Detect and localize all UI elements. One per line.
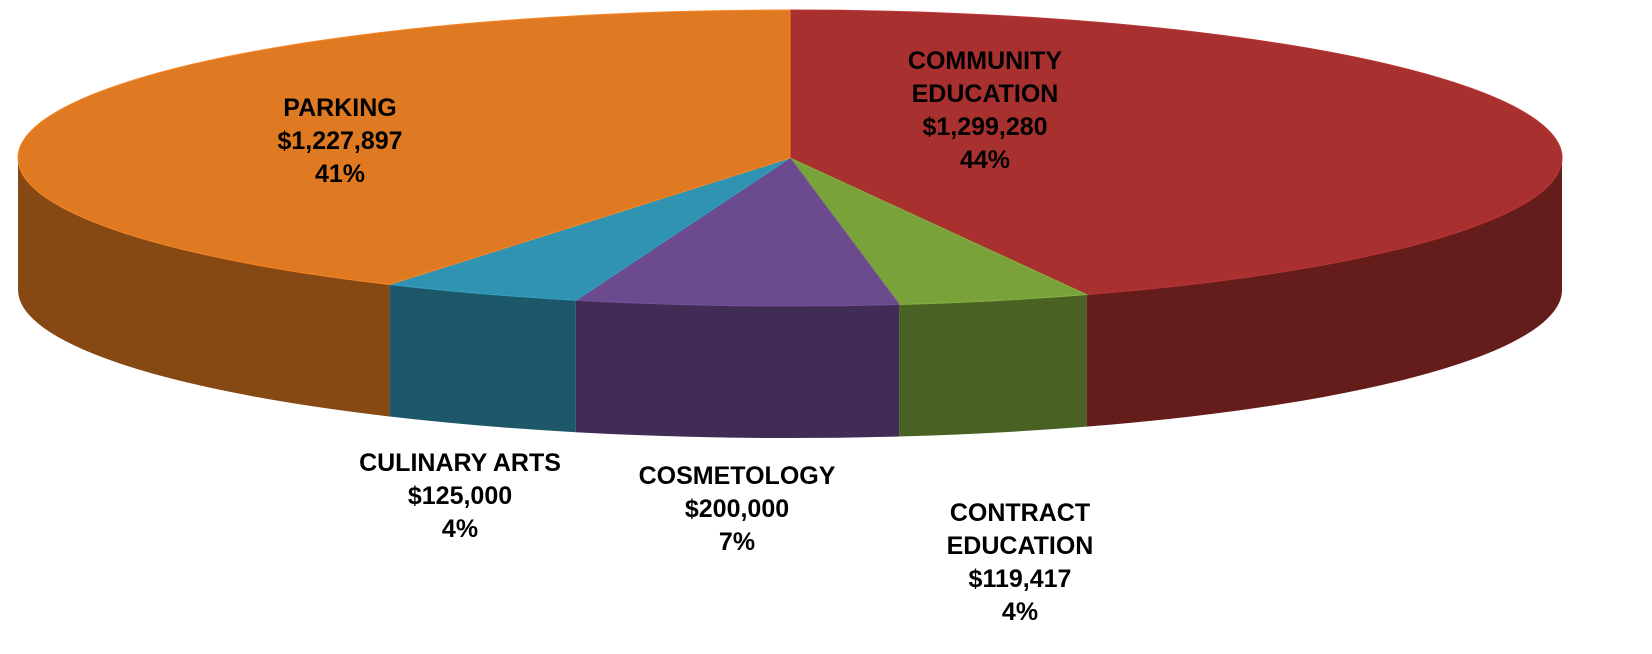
label-name: CONTRACT EDUCATION [946,499,1094,560]
label-name: PARKING [283,94,397,122]
data-label: CULINARY ARTS $125,000 4% [310,447,610,546]
label-percent: 4% [441,515,479,543]
label-name: COMMUNITY EDUCATION [907,47,1063,108]
label-percent: 7% [718,528,756,556]
slice-side [1086,158,1562,427]
slice [389,157,791,301]
label-value: $125,000 [407,482,513,510]
slice [17,9,791,286]
label-value: $1,227,897 [277,127,403,155]
label-value: $200,000 [684,495,790,523]
label-percent: 41% [314,160,366,188]
slice-side [575,300,900,438]
label-value: $1,299,280 [922,113,1048,141]
label-percent: 44% [959,146,1011,174]
label-value: $119,417 [968,565,1072,593]
data-label: COMMUNITY EDUCATION $1,299,280 44% [855,45,1115,177]
slice-side [899,294,1087,437]
slice-side [389,284,576,433]
label-name: COSMETOLOGY [638,462,836,490]
label-name: CULINARY ARTS [359,449,561,477]
slice [789,157,1089,306]
label-percent: 4% [1001,598,1039,626]
slice [789,9,1563,296]
data-label: PARKING $1,227,897 41% [190,92,490,191]
data-label: CONTRACT EDUCATION $119,417 4% [890,497,1150,629]
slice [574,157,901,307]
data-label: COSMETOLOGY $200,000 7% [587,460,887,559]
slice-side [18,158,390,417]
